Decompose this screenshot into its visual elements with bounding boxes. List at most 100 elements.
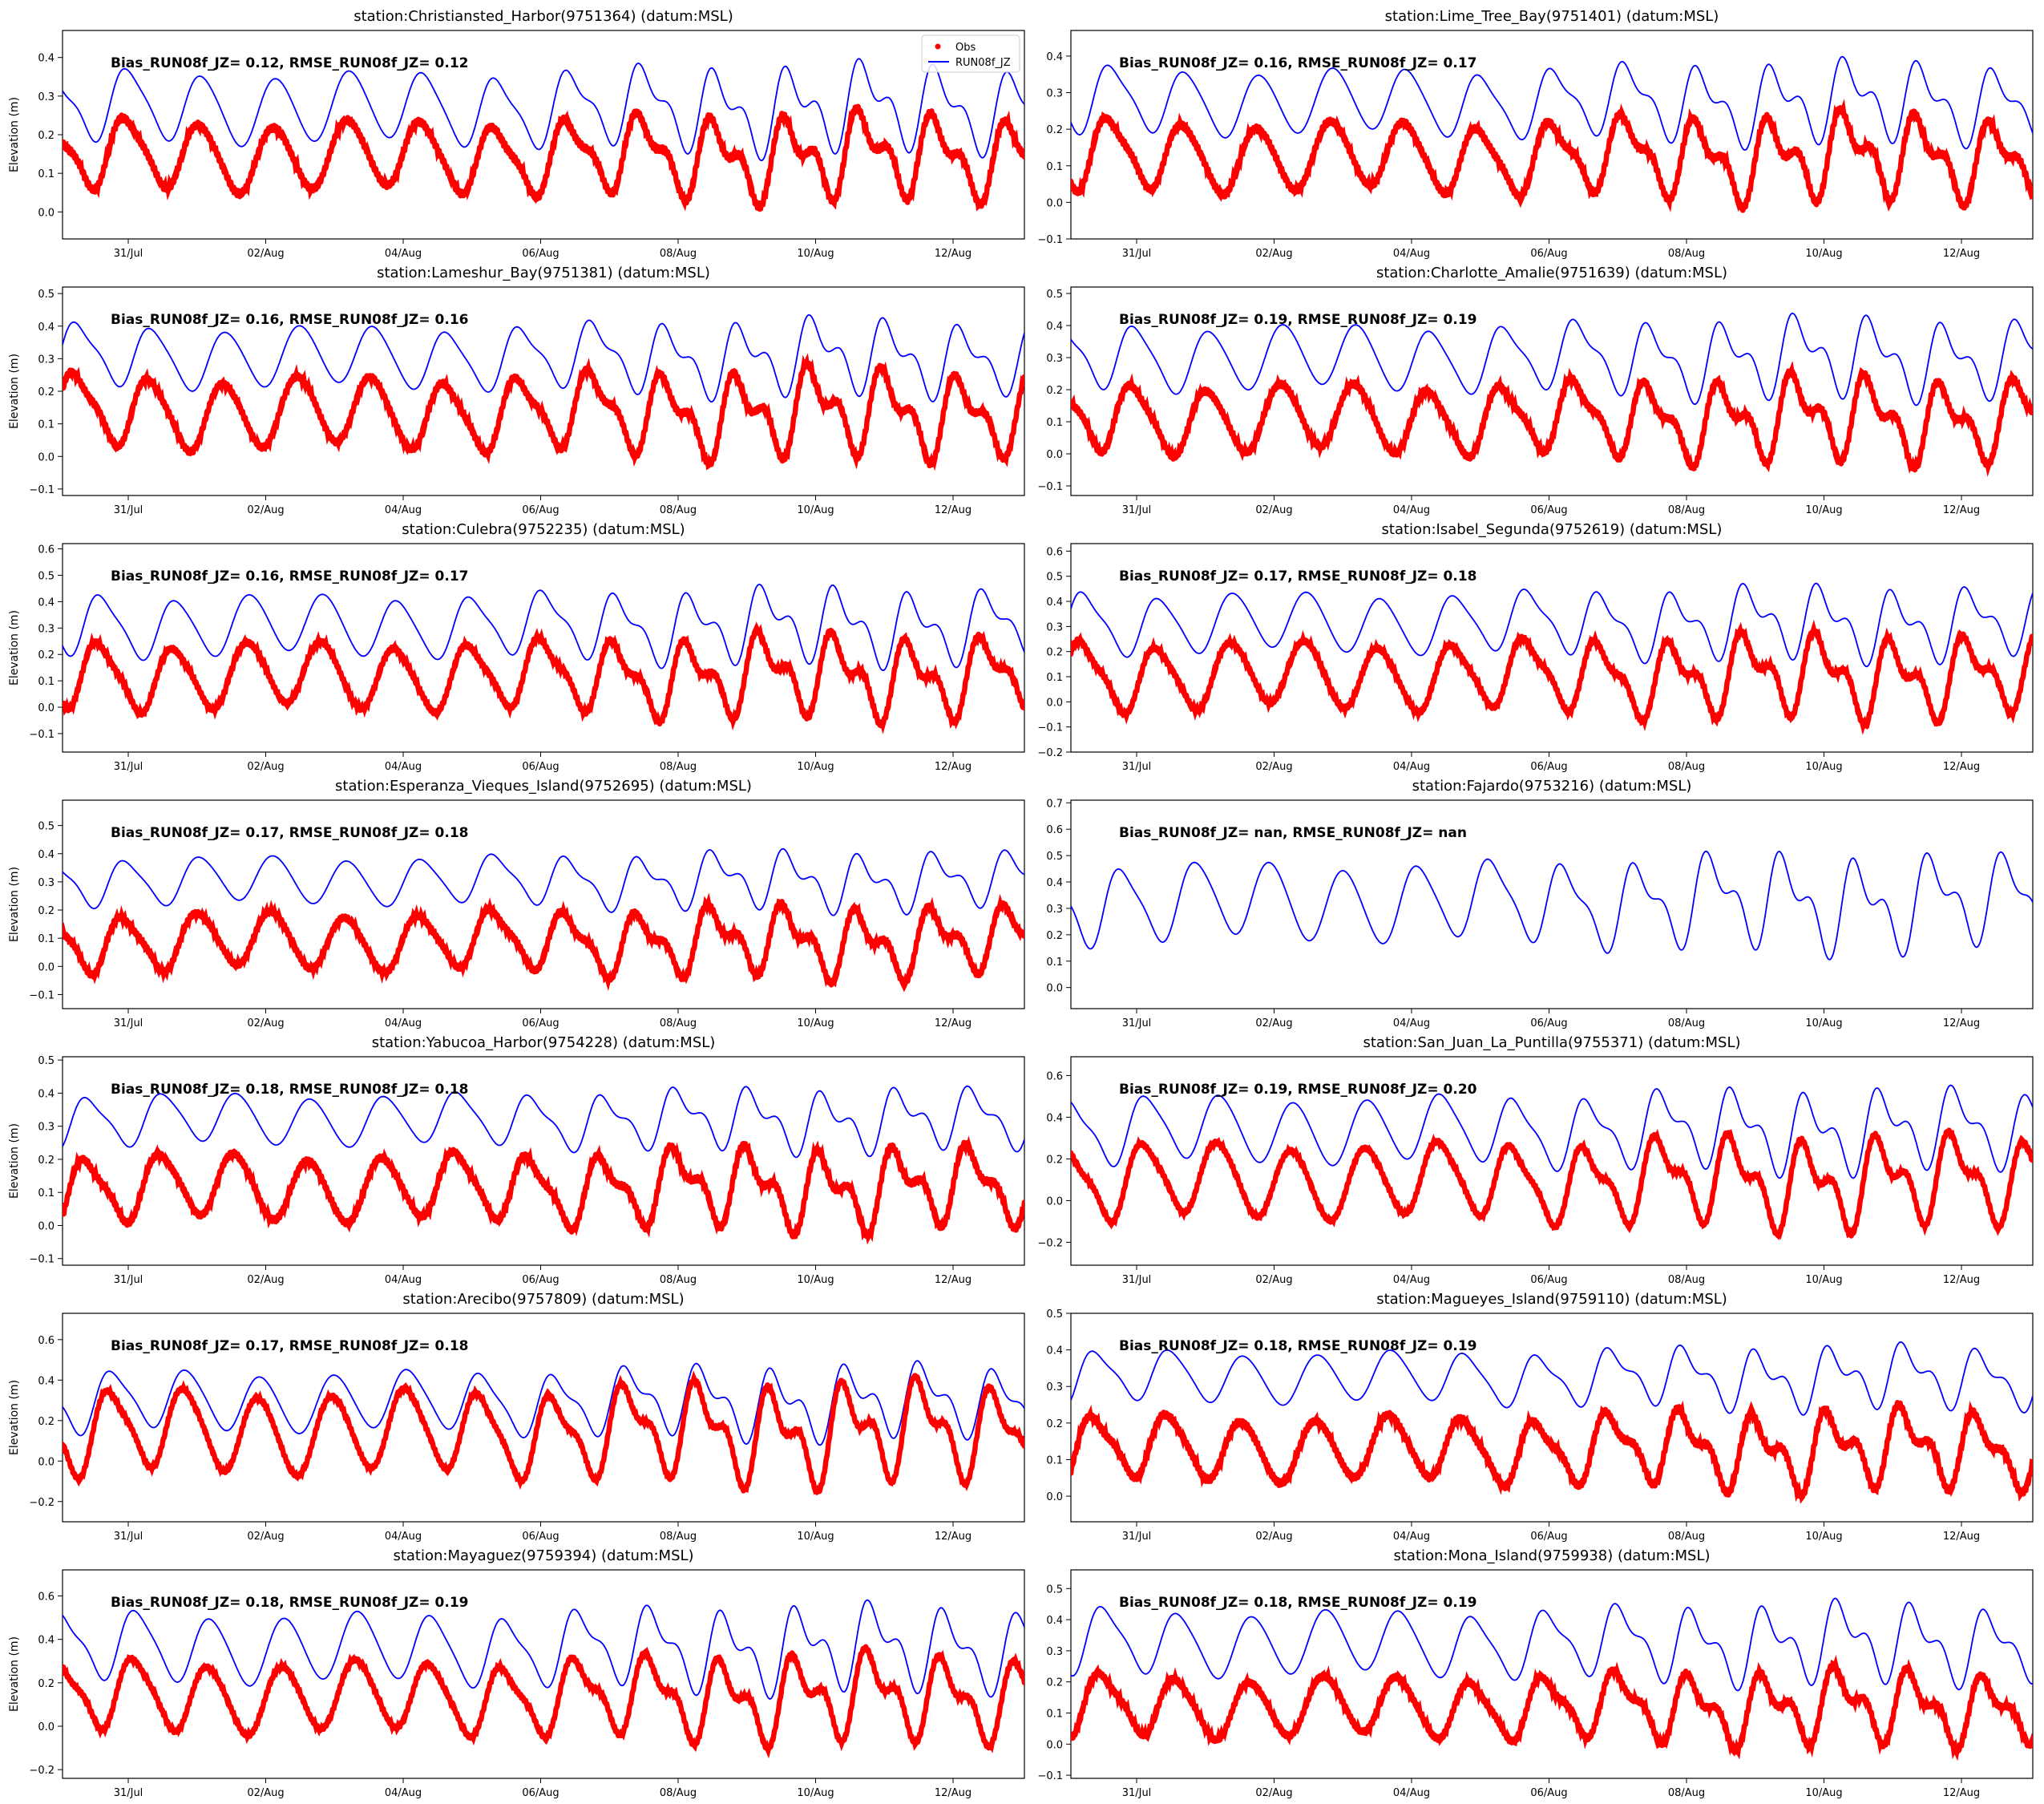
chart-title: station:Lime_Tree_Bay(9751401) (datum:MS… <box>1385 8 1719 25</box>
y-tick-label: 0.5 <box>38 1055 55 1067</box>
series-obs-dots <box>1071 99 2033 215</box>
x-tick-label: 04/Aug <box>385 1531 422 1543</box>
axes-frame <box>1070 1569 2034 1779</box>
y-tick-label: 0.4 <box>38 53 55 65</box>
x-tick-label: 08/Aug <box>660 1787 697 1799</box>
chart-title: station:Charlotte_Amalie(9751639) (datum… <box>1376 265 1727 281</box>
x-tick-label: 08/Aug <box>1668 1531 1705 1543</box>
y-axis-label: Elevation (m) <box>8 1380 21 1455</box>
y-tick-label: 0.2 <box>1046 930 1063 942</box>
chart-panel: station:Lime_Tree_Bay(9751401) (datum:MS… <box>1037 8 2034 260</box>
y-tick-label: 0.4 <box>1046 321 1063 333</box>
x-tick-label: 08/Aug <box>660 1017 697 1029</box>
series-model-line <box>63 1599 1024 1700</box>
y-tick-label: 0.5 <box>38 289 55 301</box>
series-obs-dots <box>63 1639 1024 1759</box>
chart-panel: station:Mona_Island(9759938) (datum:MSL)… <box>1037 1547 2034 1799</box>
y-tick-label: 0.0 <box>38 961 55 973</box>
chart-title: station:Yabucoa_Harbor(9754228) (datum:M… <box>372 1034 716 1051</box>
legend-obs-marker <box>935 43 941 50</box>
x-tick-label: 12/Aug <box>1943 1274 1980 1286</box>
x-tick-label: 04/Aug <box>385 248 422 260</box>
legend-box <box>921 34 1020 73</box>
y-tick-label: 0.0 <box>1046 1195 1063 1207</box>
x-tick-label: 02/Aug <box>247 1274 284 1286</box>
x-tick-label: 06/Aug <box>522 1787 559 1799</box>
y-tick-label: 0.5 <box>1046 289 1063 301</box>
y-tick-label: 0.2 <box>38 1155 55 1167</box>
chart-panel: station:Culebra(9752235) (datum:MSL) Elev… <box>8 521 1025 773</box>
y-tick-label: −0.1 <box>1037 234 1063 246</box>
y-tick-label: 0.5 <box>38 570 55 582</box>
y-tick-label: 0.1 <box>38 419 55 431</box>
chart-title: station:Mayaguez(9759394) (datum:MSL) <box>393 1547 693 1564</box>
y-tick-label: 0.0 <box>1046 983 1063 995</box>
stats-annotation: Bias_RUN08f_JZ= 0.17, RMSE_RUN08f_JZ= 0.… <box>111 825 468 841</box>
series-model-line <box>1071 850 2033 961</box>
y-tick-label: −0.2 <box>1037 1237 1063 1249</box>
y-tick-label: 0.3 <box>38 1122 55 1134</box>
x-tick-label: 06/Aug <box>1530 1787 1567 1799</box>
y-tick-label: 0.7 <box>1046 798 1063 810</box>
y-tick-label: 0.1 <box>1046 417 1063 429</box>
x-tick-label: 08/Aug <box>660 1531 697 1543</box>
x-tick-label: 06/Aug <box>1530 1017 1567 1029</box>
x-tick-label: 02/Aug <box>247 1017 284 1029</box>
y-tick-label: 0.3 <box>38 91 55 103</box>
y-tick-label: −0.2 <box>1037 747 1063 759</box>
x-tick-label: 10/Aug <box>797 248 834 260</box>
chart-panel: station:Fajardo(9753216) (datum:MSL) 0.0 0… <box>1046 778 2034 1029</box>
series-model-line <box>63 58 1024 162</box>
y-tick-label: 0.4 <box>1046 1615 1063 1627</box>
chart-title: station:Mona_Island(9759938) (datum:MSL) <box>1393 1547 1710 1564</box>
stats-annotation: Bias_RUN08f_JZ= 0.16, RMSE_RUN08f_JZ= 0.… <box>111 312 468 328</box>
x-tick-label: 02/Aug <box>1255 761 1292 773</box>
stats-annotation: Bias_RUN08f_JZ= 0.17, RMSE_RUN08f_JZ= 0.… <box>111 1338 468 1354</box>
y-tick-label: 0.6 <box>1046 1070 1063 1082</box>
y-tick-label: 0.2 <box>38 905 55 917</box>
x-tick-label: 08/Aug <box>1668 761 1705 773</box>
x-tick-label: 31/Jul <box>1122 1274 1152 1286</box>
x-tick-label: 12/Aug <box>935 1017 972 1029</box>
x-tick-label: 12/Aug <box>1943 1787 1980 1799</box>
x-tick-label: 04/Aug <box>1393 1787 1430 1799</box>
series-obs-dots <box>1071 1654 2033 1762</box>
x-tick-label: 12/Aug <box>1943 1531 1980 1543</box>
y-tick-label: 0.4 <box>38 597 55 609</box>
x-tick-label: 06/Aug <box>522 1017 559 1029</box>
y-tick-label: −0.1 <box>29 1254 55 1266</box>
x-tick-label: 08/Aug <box>660 248 697 260</box>
x-tick-label: 04/Aug <box>1393 1274 1430 1286</box>
x-tick-label: 06/Aug <box>1530 504 1567 516</box>
stats-annotation: Bias_RUN08f_JZ= 0.12, RMSE_RUN08f_JZ= 0.… <box>111 55 468 71</box>
axes-frame <box>62 1313 1025 1523</box>
y-axis-label: Elevation (m) <box>8 1636 21 1712</box>
y-tick-label: 0.5 <box>1046 851 1063 863</box>
y-tick-label: 0.2 <box>38 130 55 142</box>
stats-annotation: Bias_RUN08f_JZ= 0.16, RMSE_RUN08f_JZ= 0.… <box>1119 55 1476 71</box>
x-tick-label: 02/Aug <box>1255 1274 1292 1286</box>
x-tick-label: 04/Aug <box>1393 504 1430 516</box>
x-tick-label: 10/Aug <box>1805 761 1842 773</box>
y-tick-label: −0.1 <box>1037 481 1063 493</box>
series-model-line <box>63 314 1024 403</box>
x-tick-label: 08/Aug <box>1668 1274 1705 1286</box>
x-tick-label: 10/Aug <box>1805 1274 1842 1286</box>
y-axis-label: Elevation (m) <box>8 1123 21 1199</box>
series-model-line <box>1071 312 2033 407</box>
x-tick-label: 02/Aug <box>1255 504 1292 516</box>
series-model-line <box>1071 1341 2033 1416</box>
x-tick-label: 12/Aug <box>935 248 972 260</box>
series-model-line <box>63 1085 1024 1159</box>
y-tick-label: 0.5 <box>1046 572 1063 584</box>
y-tick-label: 0.3 <box>38 354 55 366</box>
y-tick-label: 0.0 <box>38 1721 55 1733</box>
x-tick-label: 10/Aug <box>797 1531 834 1543</box>
y-tick-label: 0.0 <box>38 1456 55 1468</box>
x-tick-label: 04/Aug <box>1393 248 1430 260</box>
x-tick-label: 06/Aug <box>522 1531 559 1543</box>
x-tick-label: 10/Aug <box>1805 248 1842 260</box>
x-tick-label: 06/Aug <box>1530 248 1567 260</box>
x-tick-label: 12/Aug <box>1943 248 1980 260</box>
x-tick-label: 10/Aug <box>797 1017 834 1029</box>
